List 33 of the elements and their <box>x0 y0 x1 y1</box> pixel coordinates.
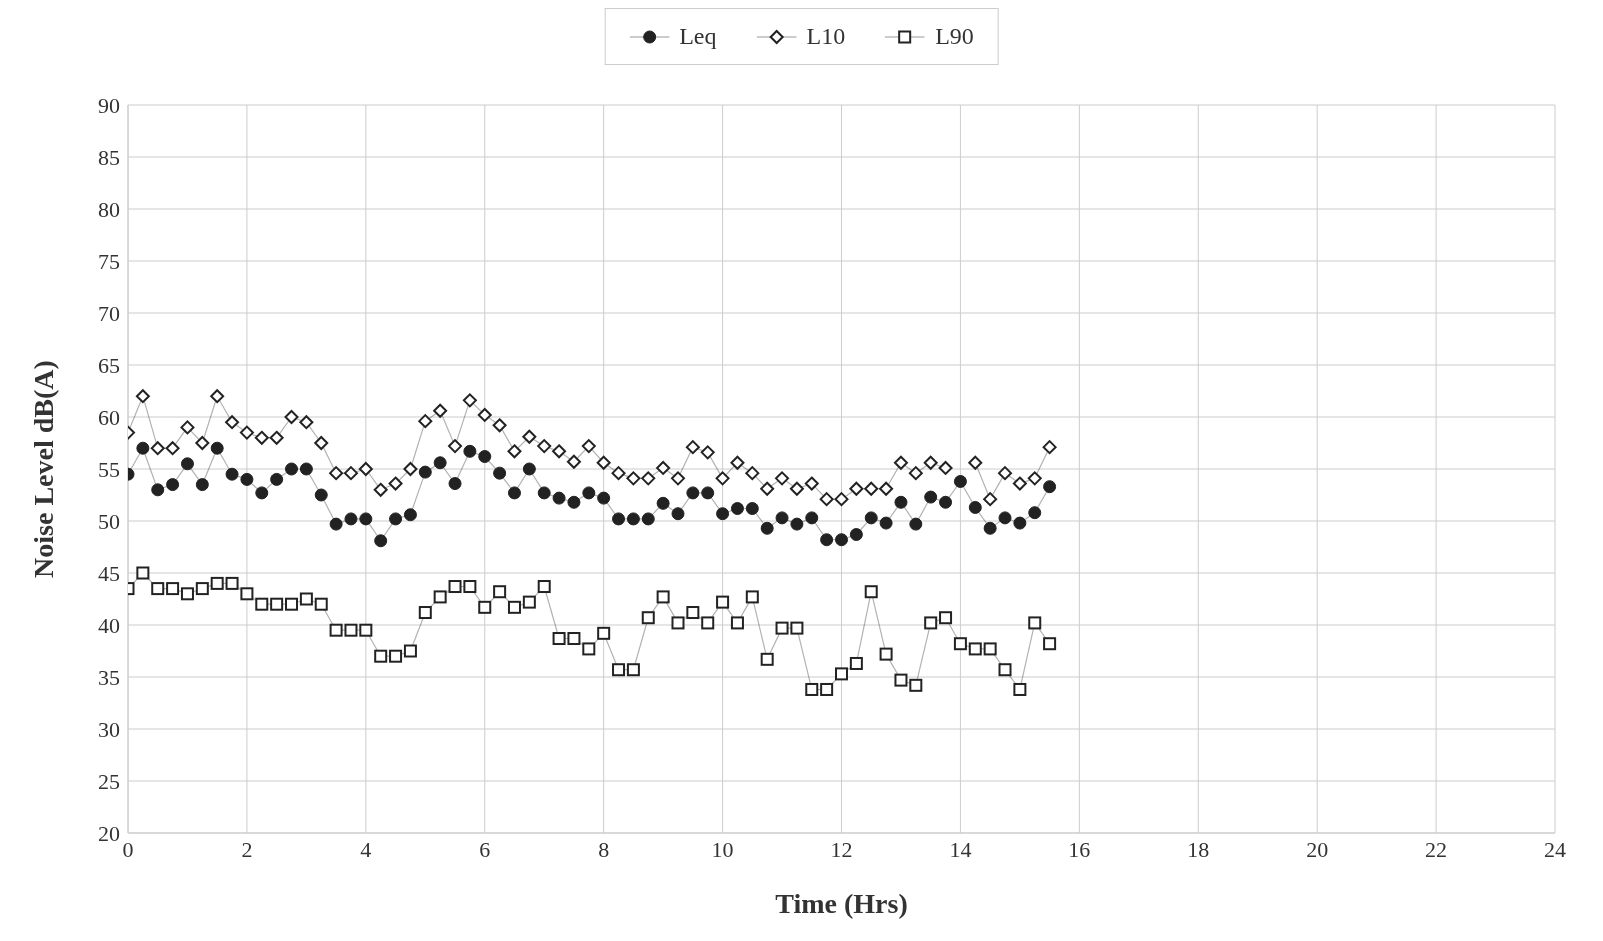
x-tick-label: 22 <box>1425 836 1448 862</box>
x-tick-label: 12 <box>830 836 853 862</box>
x-tick-label: 20 <box>1306 836 1329 862</box>
legend-label: L10 <box>805 23 846 50</box>
legend-label: L90 <box>934 23 974 50</box>
y-tick-label: 45 <box>98 560 120 586</box>
x-tick-label: 18 <box>1187 836 1210 862</box>
y-tick-label: 70 <box>98 300 120 326</box>
x-tick-label: 4 <box>360 836 372 862</box>
y-tick-label: 60 <box>98 404 120 430</box>
x-tick-label: 2 <box>241 836 253 862</box>
y-axis-title: Noise Level dB(A) <box>27 360 59 578</box>
y-tick-label: 65 <box>98 352 120 378</box>
y-tick-label: 75 <box>98 248 120 274</box>
y-tick-label: 20 <box>98 820 120 846</box>
y-tick-label: 55 <box>98 456 120 482</box>
y-tick-label: 85 <box>98 144 120 170</box>
x-tick-label: 10 <box>711 836 734 862</box>
y-tick-label: 25 <box>98 768 120 794</box>
x-tick-label: 8 <box>598 836 610 862</box>
x-axis-title: Time (Hrs) <box>775 888 908 919</box>
y-tick-label: 40 <box>98 612 120 638</box>
x-tick-label: 6 <box>479 836 491 862</box>
x-tick-label: 0 <box>122 836 134 862</box>
x-tick-label: 16 <box>1068 836 1091 862</box>
x-tick-label: 14 <box>949 836 972 862</box>
y-tick-label: 35 <box>98 664 120 690</box>
y-tick-label: 30 <box>98 716 120 742</box>
y-tick-label: 80 <box>98 196 120 222</box>
x-tick-label: 24 <box>1544 836 1566 862</box>
y-tick-label: 50 <box>98 508 120 534</box>
y-tick-label: 90 <box>98 92 120 118</box>
legend-label: Leq <box>678 23 717 50</box>
